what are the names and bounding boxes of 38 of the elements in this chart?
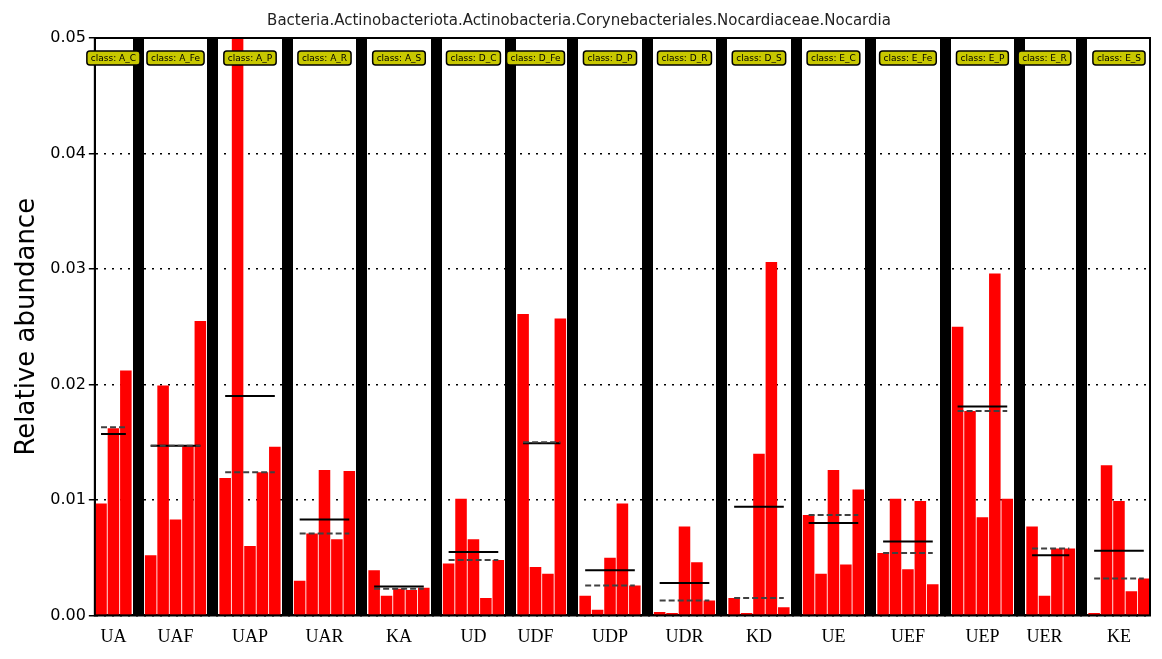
annotation: class: E_S — [1096, 52, 1142, 63]
y-tick-label: 0.00 — [50, 604, 86, 624]
y-tick-label: 0.05 — [50, 27, 86, 47]
annotation: class: A_P — [227, 52, 273, 63]
annotation: class: E_P — [960, 52, 1005, 63]
x-tick-label: UEF — [890, 625, 925, 646]
annotation: class: A_R — [301, 52, 348, 63]
chart-title: Bacteria.Actinobacteriota.Actinobacteria.Corynebacteriales.Nocardiaceae.Nocardia — [267, 10, 891, 29]
x-tick-label: UAF — [157, 625, 194, 646]
x-tick-label: UA — [100, 625, 127, 646]
y-axis-title: Relative abundance — [10, 197, 41, 456]
x-tick-label: UAR — [305, 625, 344, 646]
x-tick-label: UDP — [591, 625, 629, 646]
x-tick-label: KD — [745, 625, 772, 646]
annotation: class: A_Fe — [150, 52, 201, 63]
annotation: class: E_C — [811, 52, 856, 63]
y-tick-label: 0.01 — [50, 489, 86, 509]
y-tick-label: 0.02 — [50, 373, 86, 393]
annotation: class: D_R — [661, 52, 708, 63]
x-tick-label: UDF — [517, 625, 554, 646]
annotation: class: A_C — [90, 52, 137, 63]
annotation: class: D_S — [736, 52, 782, 63]
annotation: class: D_Fe — [510, 52, 561, 63]
x-tick-label: UD — [460, 625, 487, 646]
annotation: class: D_P — [587, 52, 634, 63]
annotation: class: D_C — [450, 52, 497, 63]
annotation: class: E_Fe — [883, 52, 933, 63]
x-tick-label: UAP — [231, 625, 269, 646]
y-tick-label: 0.03 — [50, 258, 86, 278]
x-tick-label: KE — [1106, 625, 1131, 646]
annotation: class: A_S — [376, 52, 422, 63]
annotation: class: E_R — [1022, 52, 1067, 63]
x-tick-label: KA — [385, 625, 412, 646]
x-tick-label: UE — [821, 625, 846, 646]
x-tick-label: UER — [1026, 625, 1063, 646]
y-tick-label: 0.04 — [50, 142, 86, 162]
x-tick-label: UEP — [965, 625, 1000, 646]
x-tick-label: UDR — [665, 625, 704, 646]
